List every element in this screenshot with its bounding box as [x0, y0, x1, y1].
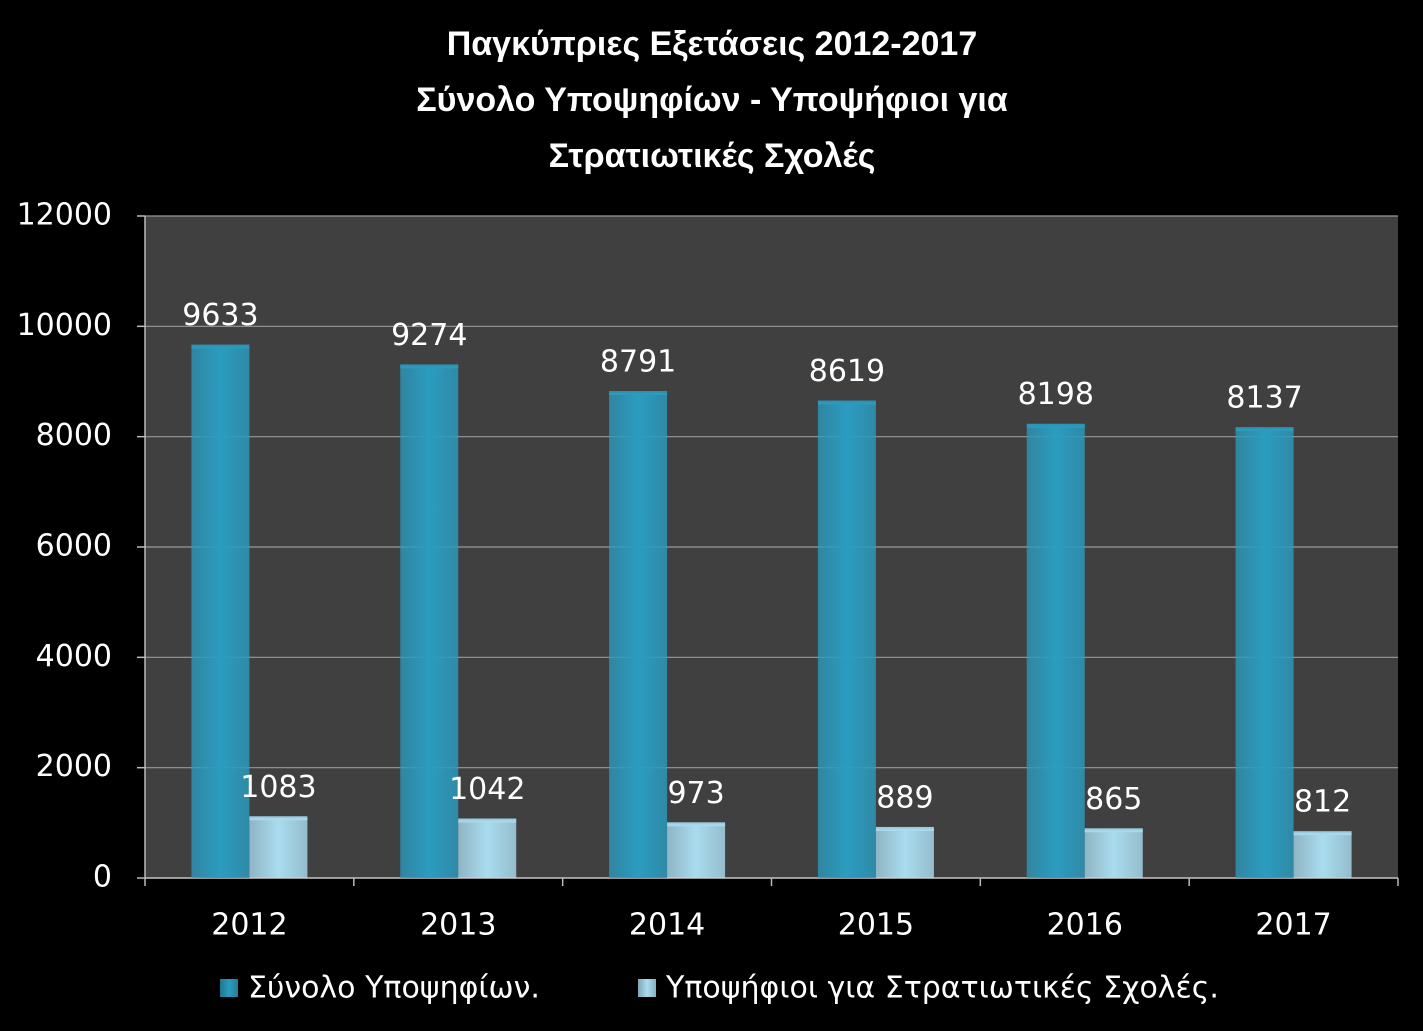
bar-top [875, 826, 934, 831]
bar-top [1293, 831, 1352, 836]
value-label: 8791 [600, 345, 676, 380]
bar-top [400, 364, 459, 369]
x-tick-label: 2013 [420, 908, 496, 943]
y-tick-label: 12000 [17, 198, 112, 233]
y-tick-label: 4000 [36, 639, 112, 674]
bar [1026, 425, 1085, 878]
bar [249, 818, 308, 878]
value-label: 9274 [391, 318, 467, 353]
bar-top [609, 391, 668, 396]
bar [817, 402, 876, 878]
y-tick-label: 10000 [17, 308, 112, 343]
bar [458, 820, 517, 878]
value-label: 8198 [1018, 377, 1094, 412]
x-tick-label: 2016 [1047, 908, 1123, 943]
bar-top [817, 400, 876, 405]
x-tick-label: 2012 [211, 908, 287, 943]
bar-top [249, 816, 308, 821]
bar [1293, 833, 1352, 878]
value-label: 9633 [182, 298, 258, 333]
x-tick-label: 2017 [1255, 908, 1331, 943]
value-label: 812 [1294, 785, 1351, 820]
y-tick-label: 6000 [36, 529, 112, 564]
value-label: 8137 [1226, 381, 1302, 416]
bar [609, 393, 668, 878]
value-label: 1042 [449, 772, 525, 807]
legend-label: Υποψήφιοι για Στρατιωτικές Σχολές. [665, 971, 1219, 1006]
bar [400, 366, 459, 878]
value-label: 973 [667, 776, 724, 811]
bar-top [191, 344, 250, 349]
bar [1084, 830, 1143, 878]
legend-swatch [638, 979, 656, 997]
y-tick-label: 2000 [36, 749, 112, 784]
y-tick-label: 8000 [36, 418, 112, 453]
bar [667, 824, 726, 878]
x-tick-label: 2014 [629, 908, 705, 943]
bar-top [1084, 828, 1143, 833]
legend-label: Σύνολο Υποψηφίων. [248, 971, 540, 1006]
bar-top [458, 818, 517, 823]
legend-swatch [220, 979, 238, 997]
y-tick-label: 0 [93, 860, 112, 895]
bar [1235, 429, 1294, 878]
chart-title: Στρατιωτικές Σχολές [549, 137, 876, 175]
value-label: 889 [876, 780, 933, 815]
value-label: 865 [1085, 782, 1142, 817]
bar-top [1235, 427, 1294, 432]
chart-title: Παγκύπριες Εξετάσεις 2012-2017 [447, 25, 978, 63]
x-tick-label: 2015 [838, 908, 914, 943]
value-label: 8619 [809, 354, 885, 389]
bar [191, 346, 250, 879]
bar-top [667, 822, 726, 827]
chart-title: Σύνολο Υποψηφίων - Υποψήφιοι για [416, 81, 1008, 119]
value-label: 1083 [240, 770, 316, 805]
bar [875, 828, 934, 878]
bar-top [1026, 423, 1085, 428]
